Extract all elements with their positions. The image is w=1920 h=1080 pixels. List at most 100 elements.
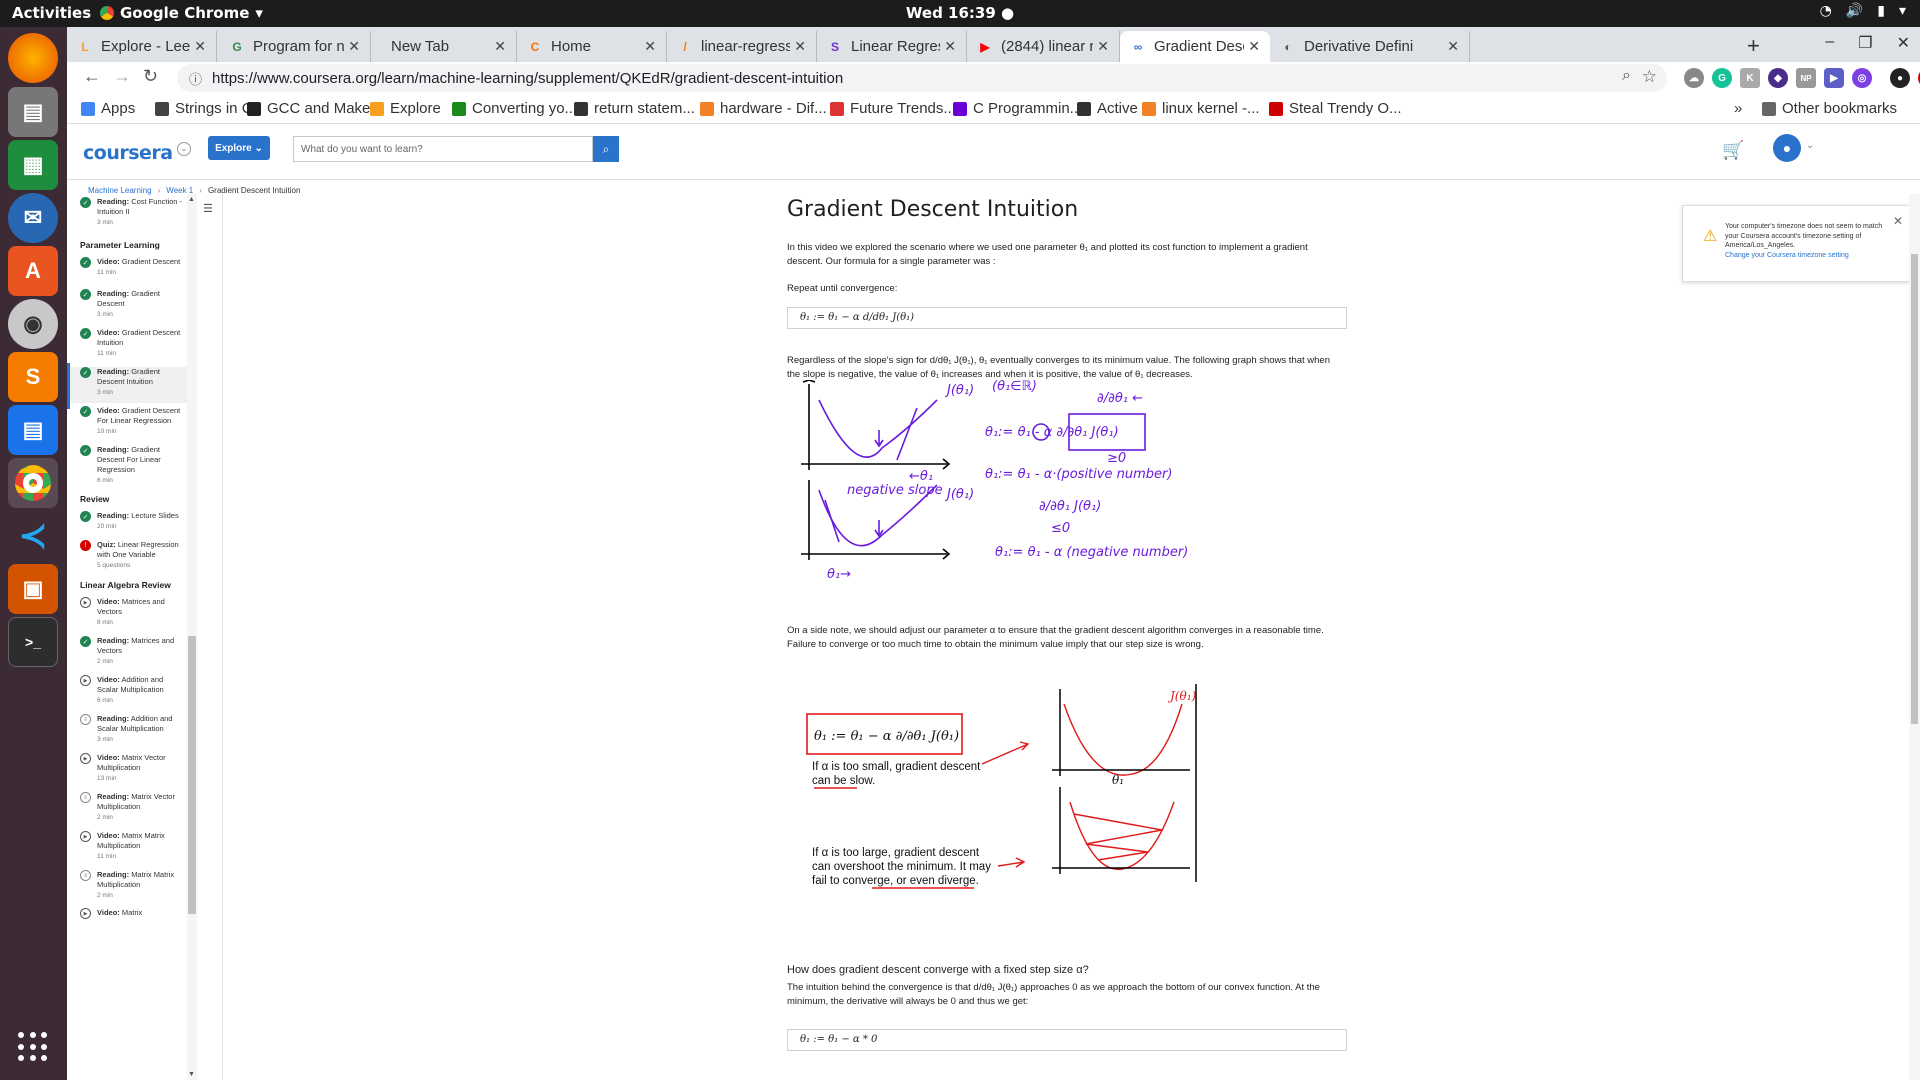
sidebar-item[interactable]: ▶ Video: Addition and Scalar Multiplicati… xyxy=(67,675,187,711)
tab-close-icon[interactable]: ✕ xyxy=(944,38,956,54)
impress-icon[interactable]: ▣ xyxy=(8,564,58,614)
sidebar-item[interactable]: ✓ Reading: Cost Function - Intuition II 3 … xyxy=(67,197,187,233)
extension-k-icon[interactable]: K xyxy=(1740,68,1760,88)
breadcrumb-week[interactable]: Week 1 xyxy=(166,186,194,195)
sidebar-item[interactable]: ▶ Video: Matrix Vector Multiplication 13 m… xyxy=(67,753,187,789)
reload-icon[interactable]: ↻ xyxy=(143,66,159,86)
search-input[interactable]: What do you want to learn? xyxy=(293,136,593,162)
explore-button[interactable]: Explore ⌄ xyxy=(208,136,270,160)
bookmark-item[interactable]: Active xyxy=(1077,100,1138,117)
breadcrumb-course[interactable]: Machine Learning xyxy=(88,186,152,195)
bookmark-star-icon[interactable]: ☆ xyxy=(1641,67,1657,86)
show-applications-icon[interactable] xyxy=(18,1032,48,1062)
extension-purple-icon[interactable]: ◎ xyxy=(1852,68,1872,88)
extension-cloud-icon[interactable]: ☁ xyxy=(1684,68,1704,88)
sidebar-item[interactable]: ▶ Video: Matrices and Vectors 8 min xyxy=(67,597,187,633)
coursera-logo[interactable]: coursera xyxy=(83,142,173,164)
cart-icon[interactable]: 🛒 xyxy=(1722,140,1745,160)
info-icon[interactable]: ⓘ xyxy=(189,71,203,87)
close-window-icon[interactable]: ✕ xyxy=(1896,35,1910,52)
browser-tab[interactable]: S Linear Regression✕ xyxy=(817,31,967,62)
app-menu[interactable]: Google Chrome ▾ xyxy=(100,4,263,22)
sidebar-item[interactable]: ✓ Video: Gradient Descent For Linear Regr… xyxy=(67,406,187,442)
extension-red-icon[interactable]: ● xyxy=(1918,68,1920,88)
bookmark-item[interactable]: C Programmin... xyxy=(953,100,1082,117)
system-tray[interactable]: ◔ 🔊 ▮ ▾ xyxy=(1820,3,1906,19)
other-bookmarks[interactable]: Other bookmarks xyxy=(1762,100,1897,117)
vscode-icon[interactable]: ≺ xyxy=(18,517,48,555)
bookmark-item[interactable]: Strings in C xyxy=(155,100,253,117)
minimize-icon[interactable]: – xyxy=(1825,33,1835,50)
tab-close-icon[interactable]: ✕ xyxy=(194,38,206,54)
bookmarks-overflow-icon[interactable]: » xyxy=(1734,100,1743,117)
tab-close-icon[interactable]: ✕ xyxy=(1447,38,1459,54)
bookmark-item[interactable]: linux kernel -... xyxy=(1142,100,1260,117)
sidebar-item[interactable]: ≡ Reading: Addition and Scalar Multiplica… xyxy=(67,714,187,750)
chrome-dock-icon[interactable] xyxy=(8,458,58,508)
sidebar-item[interactable]: ✓ Reading: Matrices and Vectors 2 min xyxy=(67,636,187,672)
clock[interactable]: Wed 16:39 ● xyxy=(905,4,1015,22)
tab-close-icon[interactable]: ✕ xyxy=(494,38,506,54)
profile-avatar[interactable]: ● xyxy=(1890,68,1910,88)
firefox-icon[interactable] xyxy=(8,33,58,83)
bookmark-item[interactable]: Steal Trendy O... xyxy=(1269,100,1402,117)
bookmark-item[interactable]: GCC and Make... xyxy=(247,100,383,117)
software-center-icon[interactable]: A xyxy=(8,246,58,296)
sidebar-item[interactable]: ✓ Reading: Gradient Descent Intuition 3 mi… xyxy=(67,363,187,409)
rhythmbox-icon[interactable]: ◉ xyxy=(8,299,58,349)
user-avatar[interactable]: ● xyxy=(1773,134,1801,162)
browser-tab[interactable]: ∞ Gradient Descent✕ xyxy=(1120,31,1270,62)
grammarly-icon[interactable]: G xyxy=(1712,68,1732,88)
sidebar-item[interactable]: ▶ Video: Matrix xyxy=(67,908,187,944)
bookmark-item[interactable]: hardware - Dif... xyxy=(700,100,827,117)
browser-tab[interactable]: L Explore - LeetCod✕ xyxy=(67,31,217,62)
activities-button[interactable]: Activities xyxy=(12,4,92,22)
tab-close-icon[interactable]: ✕ xyxy=(794,38,806,54)
browser-tab[interactable]: / linear-regression✕ xyxy=(667,31,817,62)
extension-meet-icon[interactable]: ▶ xyxy=(1824,68,1844,88)
zoom-icon[interactable]: ⌕ xyxy=(1622,67,1631,84)
page-scroll-thumb[interactable] xyxy=(1911,254,1918,724)
bookmark-item[interactable]: Converting yo... xyxy=(452,100,577,117)
browser-tab[interactable]: New Tab ✕ xyxy=(373,31,517,62)
sublime-text-icon[interactable]: S xyxy=(8,352,58,402)
sidebar-item[interactable]: ✓ Video: Gradient Descent Intuition 11 min xyxy=(67,328,187,364)
forward-icon[interactable]: → xyxy=(113,66,131,86)
thunderbird-icon[interactable]: ✉ xyxy=(8,193,58,243)
files-icon[interactable]: ▤ xyxy=(8,87,58,137)
spreadsheet-icon[interactable]: ▦ xyxy=(8,140,58,190)
sidebar-item[interactable]: ✓ Reading: Gradient Descent For Linear Re… xyxy=(67,445,187,484)
sidebar-item[interactable]: ! Quiz: Linear Regression with One Variab… xyxy=(67,540,187,576)
browser-tab[interactable]: ◐ Derivative Defini ✕ xyxy=(1270,31,1470,62)
extension-np-icon[interactable]: NP xyxy=(1796,68,1816,88)
scroll-up-icon[interactable]: ▲ xyxy=(188,196,195,203)
bookmark-item[interactable]: Apps xyxy=(81,100,135,117)
tab-close-icon[interactable]: ✕ xyxy=(644,38,656,54)
sidebar-item[interactable]: ≡ Reading: Matrix Matrix Multiplication 2 … xyxy=(67,870,187,906)
sidebar-item[interactable]: ≡ Reading: Matrix Vector Multiplication 2 … xyxy=(67,792,187,828)
bookmark-item[interactable]: Future Trends... xyxy=(830,100,956,117)
close-icon[interactable]: ✕ xyxy=(1892,214,1903,228)
sidebar-item[interactable]: ✓ Reading: Gradient Descent 3 min xyxy=(67,289,187,325)
tab-close-icon[interactable]: ✕ xyxy=(348,38,360,54)
sidebar-item[interactable]: ▶ Video: Matrix Matrix Multiplication 11 m… xyxy=(67,831,187,867)
browser-tab[interactable]: G Program for nth✕ xyxy=(219,31,371,62)
terminal-icon[interactable]: >_ xyxy=(8,617,58,667)
page-scrollbar[interactable] xyxy=(1909,194,1920,1080)
new-tab-button[interactable]: + xyxy=(1747,33,1760,58)
sidebar-item[interactable]: ✓ Reading: Lecture Slides 20 min xyxy=(67,511,187,547)
search-icon[interactable]: ⌕ xyxy=(593,136,619,162)
extension-hex-icon[interactable]: ◆ xyxy=(1768,68,1788,88)
tab-close-icon[interactable]: ✕ xyxy=(1097,38,1109,54)
maximize-icon[interactable]: ❐ xyxy=(1858,35,1873,52)
address-bar[interactable]: ⓘ https://www.coursera.org/learn/machine… xyxy=(177,64,1667,92)
scroll-down-icon[interactable]: ▼ xyxy=(188,1071,195,1078)
bookmark-item[interactable]: Explore xyxy=(370,100,441,117)
sidebar-scrollbar[interactable]: ▲ ▼ xyxy=(187,194,197,1080)
tab-close-icon[interactable]: ✕ xyxy=(1248,38,1260,54)
timezone-link[interactable]: Change your Coursera timezone setting xyxy=(1725,251,1849,259)
browser-tab[interactable]: ▶ (2844) linear regr✕ xyxy=(967,31,1120,62)
sidebar-scroll-thumb[interactable] xyxy=(188,636,196,914)
bookmark-item[interactable]: return statem... xyxy=(574,100,695,117)
back-icon[interactable]: ← xyxy=(83,66,101,86)
